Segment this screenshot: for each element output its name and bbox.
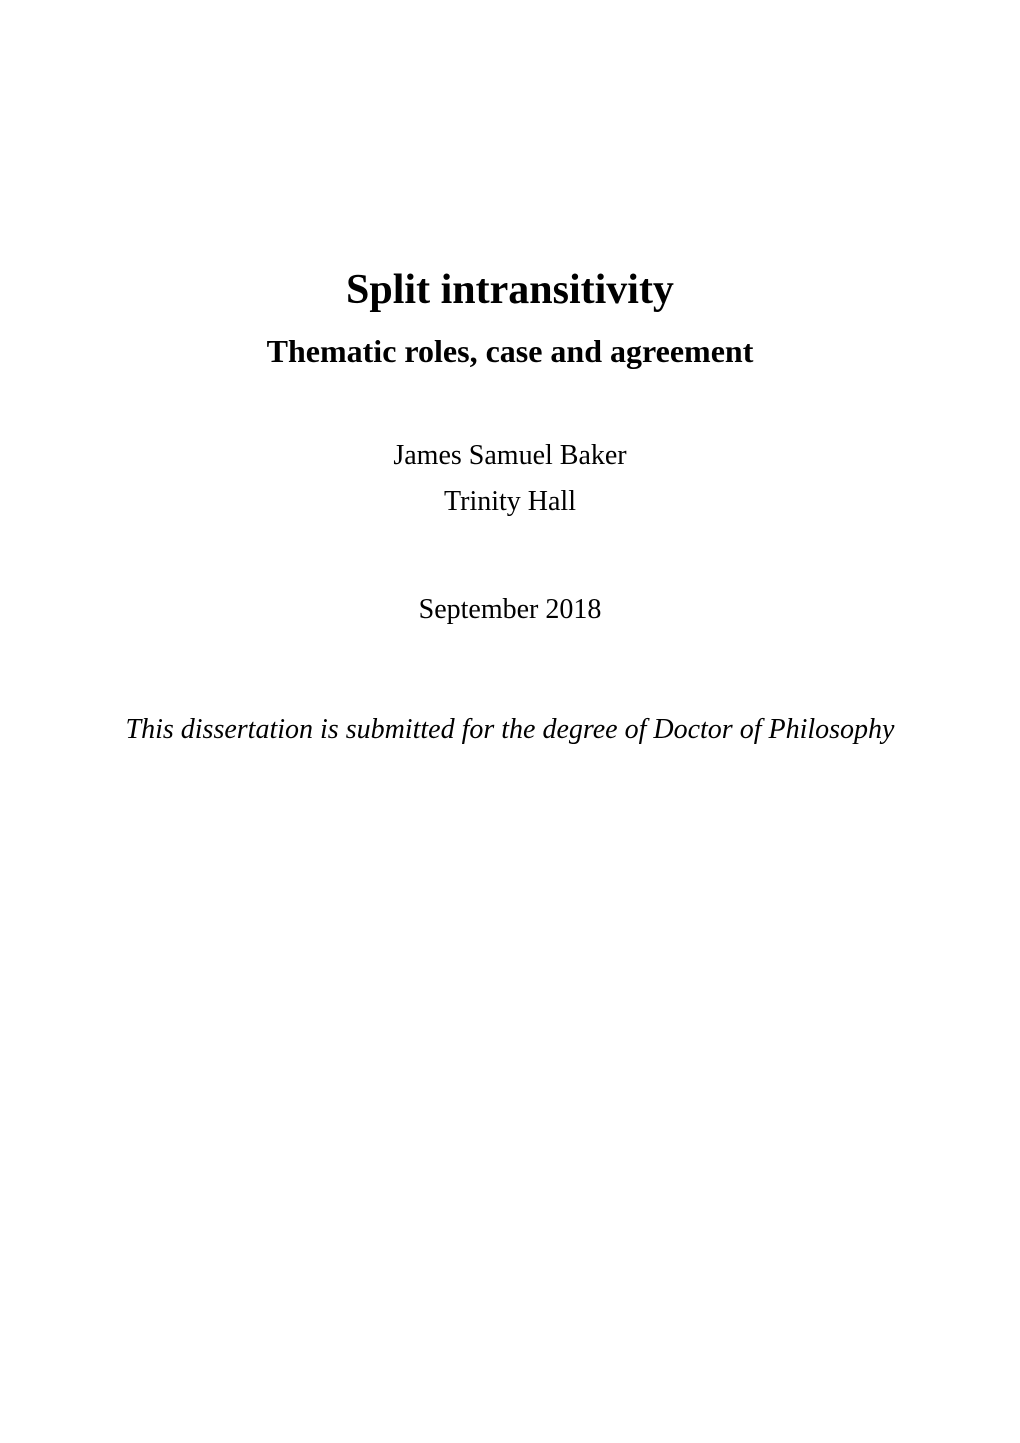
author-affiliation: Trinity Hall (90, 488, 930, 516)
dissertation-subtitle: Thematic roles, case and agreement (90, 331, 930, 373)
title-page: Split intransitivity Thematic roles, cas… (0, 0, 1020, 1443)
submission-statement: This dissertation is submitted for the d… (90, 708, 930, 751)
author-name: James Samuel Baker (90, 442, 930, 470)
dissertation-title: Split intransitivity (90, 264, 930, 317)
submission-date: September 2018 (90, 596, 930, 624)
